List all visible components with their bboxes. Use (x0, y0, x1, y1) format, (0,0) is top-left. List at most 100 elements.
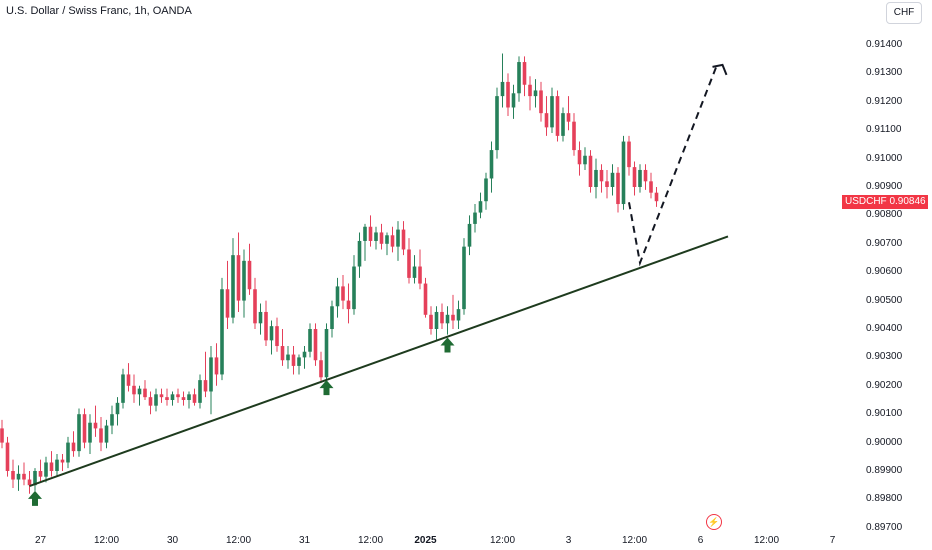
candle-down (379, 232, 384, 244)
candle-up (33, 471, 37, 486)
candle-up (308, 329, 312, 352)
candle-down (429, 314, 433, 329)
candle-down (49, 462, 54, 471)
candle-up (473, 212, 477, 224)
y-tick-label: 0.90000 (866, 436, 903, 448)
candle-down (247, 260, 252, 290)
y-tick-label: 0.91300 (866, 67, 903, 79)
candle-down (599, 169, 604, 182)
x-tick-label: 12:00 (489, 535, 516, 546)
candle-up (462, 246, 466, 310)
y-tick-label: 0.90400 (866, 323, 903, 334)
x-tick-label: 31 (298, 535, 311, 546)
candle-down (181, 397, 186, 400)
candle-down (407, 249, 411, 278)
candle-down (71, 442, 76, 452)
x-tick-label: 7 (829, 535, 836, 546)
candle-down (11, 471, 15, 480)
candle-down (319, 360, 323, 378)
x-tick-label: 12:00 (225, 535, 252, 546)
candle-down (99, 428, 103, 443)
candle-down (649, 181, 653, 193)
candle-up (242, 260, 246, 301)
candle-up (500, 81, 505, 97)
candle-down (418, 266, 422, 284)
candle-up (610, 172, 615, 187)
candle-up (104, 425, 109, 443)
candle-down (588, 155, 593, 187)
candle-up (137, 388, 142, 395)
y-tick-label: 0.90700 (866, 237, 903, 249)
last-price-label: USDCHF 0.90846 (842, 195, 928, 210)
candle-down (368, 226, 373, 241)
candle-up (77, 414, 81, 452)
candle-down (214, 357, 219, 375)
candle-up (357, 240, 362, 267)
x-tick-label: 12:00 (93, 535, 120, 546)
candle-up (115, 402, 120, 415)
candle-up (484, 178, 488, 202)
y-tick-label: 0.89900 (866, 465, 903, 476)
candle-up (55, 459, 59, 471)
y-tick-label: 0.90500 (866, 294, 903, 306)
y-tick-label: 0.91200 (866, 95, 903, 107)
y-tick-label: 0.89800 (866, 493, 903, 505)
candle-down (577, 150, 582, 165)
candle-down (539, 90, 543, 114)
candle-down (165, 397, 169, 400)
candle-up (110, 414, 114, 426)
candle-up (121, 374, 125, 403)
chart-title: U.S. Dollar / Swiss Franc, 1h, OANDA (6, 5, 192, 17)
candle-down (572, 121, 576, 151)
y-tick-label: 0.90300 (866, 351, 903, 363)
candle-up (88, 422, 92, 443)
x-tick-label: 3 (565, 535, 572, 546)
drawings-layer (28, 63, 729, 506)
candle-down (528, 84, 532, 97)
projection-path (628, 64, 718, 267)
candle-up (66, 442, 70, 463)
candle-up (187, 394, 191, 400)
candle-down (451, 314, 455, 321)
candle-up (231, 255, 235, 318)
projection-arrow-head (712, 63, 728, 76)
candle-up (385, 235, 389, 244)
candle-down (27, 479, 32, 486)
candle-down (401, 229, 406, 250)
currency-button[interactable]: CHF (886, 2, 922, 24)
candle-up (269, 326, 274, 341)
candle-up (352, 266, 356, 310)
y-tick-label: 0.90600 (866, 266, 903, 278)
candle-up (220, 289, 224, 375)
candle-down (148, 397, 153, 406)
support-arrow-icon (440, 337, 455, 353)
candle-up (511, 93, 516, 108)
candle-up (638, 169, 642, 187)
candle-down (236, 255, 241, 301)
candle-down (126, 374, 131, 386)
candle-up (489, 150, 494, 179)
candle-up (594, 169, 598, 187)
candle-down (176, 394, 180, 398)
x-tick-label: 12:00 (357, 535, 384, 546)
candle-down (544, 113, 549, 128)
candle-up (396, 229, 400, 247)
candle-down (225, 289, 230, 318)
y-tick-label: 0.89700 (866, 521, 903, 533)
candle-up (198, 380, 202, 403)
candles-layer (0, 53, 659, 494)
candle-down (390, 235, 395, 247)
candle-up (533, 90, 538, 97)
y-tick-label: 0.90200 (866, 379, 903, 391)
candle-up (154, 394, 158, 406)
candle-up (445, 314, 450, 324)
candle-down (627, 141, 631, 168)
candle-up (583, 155, 587, 165)
lightning-icon[interactable]: ⚡ (706, 514, 722, 530)
candle-up (561, 113, 565, 136)
candle-up (550, 96, 554, 128)
candle-down (253, 289, 257, 324)
candle-down (82, 414, 87, 443)
candle-up (335, 286, 340, 307)
